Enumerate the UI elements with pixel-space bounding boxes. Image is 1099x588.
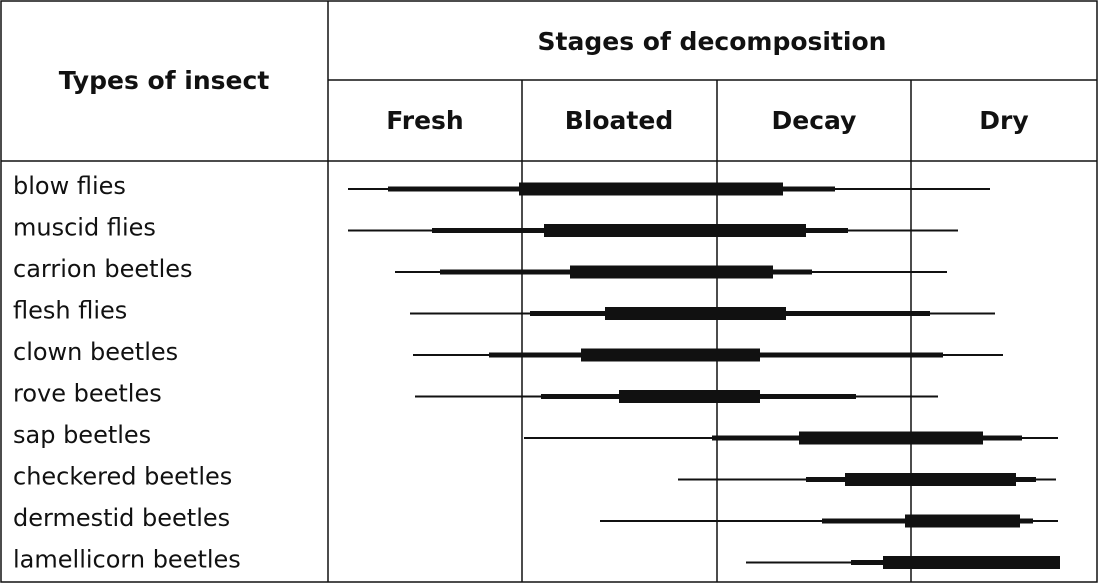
stage-header: Bloated xyxy=(565,106,673,135)
insect-name: dermestid beetles xyxy=(13,504,230,532)
insect-name: muscid flies xyxy=(13,214,156,242)
insect-name: carrion beetles xyxy=(13,255,193,283)
insect-name: checkered beetles xyxy=(13,463,232,491)
insect-name: lamellicorn beetles xyxy=(13,546,241,574)
insect-name: sap beetles xyxy=(13,421,151,449)
column-header: Types of insect xyxy=(59,66,270,95)
group-header: Stages of decomposition xyxy=(538,27,887,56)
stage-header: Decay xyxy=(772,106,857,135)
insect-name: blow flies xyxy=(13,172,126,200)
insect-name: rove beetles xyxy=(13,380,162,408)
insect-name: flesh flies xyxy=(13,297,127,325)
stage-header: Fresh xyxy=(386,106,463,135)
insect-name: clown beetles xyxy=(13,338,178,366)
stage-header: Dry xyxy=(979,106,1028,135)
